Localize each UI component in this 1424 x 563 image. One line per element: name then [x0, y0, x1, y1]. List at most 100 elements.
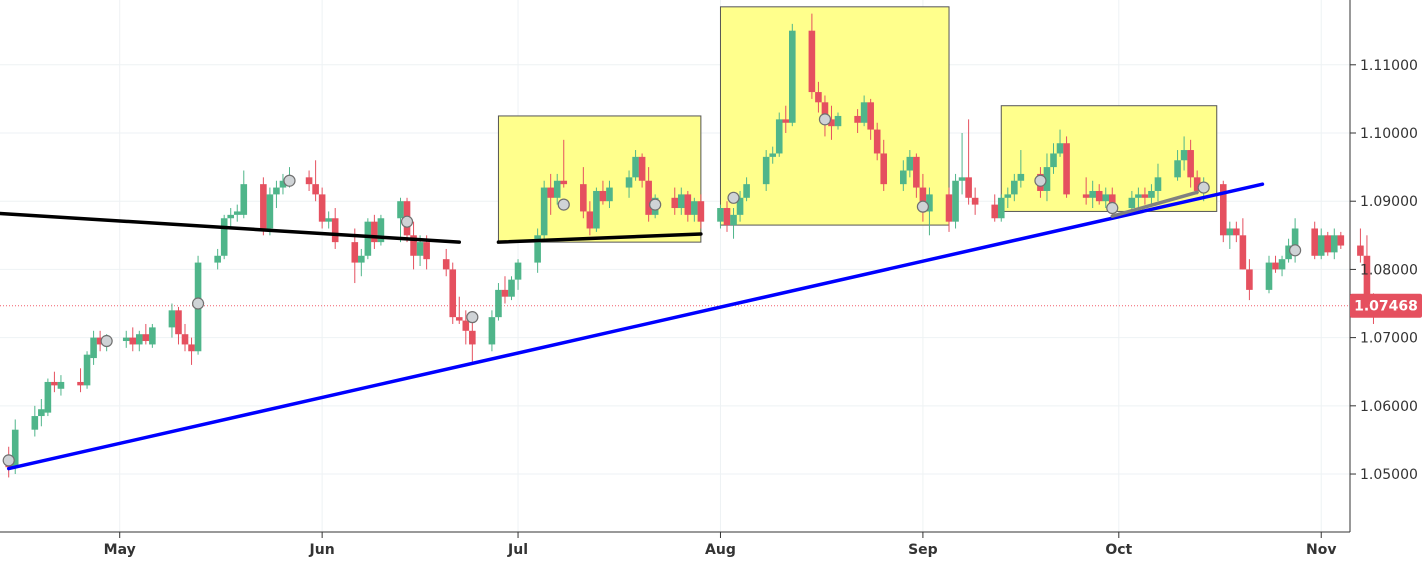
candle-body-14 — [136, 334, 143, 345]
candle-body-91 — [834, 115, 842, 127]
candle-body-68 — [632, 156, 639, 178]
candle-body-93 — [860, 102, 868, 123]
candle-body-143 — [1317, 235, 1325, 256]
x-tick-label-2: Jul — [507, 542, 528, 558]
candle-body-115 — [1056, 143, 1064, 154]
x-tick-label-4: Sep — [908, 542, 938, 558]
candle-body-106 — [971, 197, 979, 205]
candle-body-61 — [560, 180, 568, 185]
candle-body-82 — [762, 156, 770, 185]
y-tick-label-1: 1.06000 — [1360, 399, 1418, 415]
candle-body-124 — [1141, 194, 1149, 198]
y-tick-label-2: 1.07000 — [1360, 331, 1418, 347]
trend-lines — [0, 182, 1265, 471]
candle-body-103 — [952, 180, 959, 222]
candle-body-13 — [129, 337, 137, 345]
candle-body-139 — [1278, 259, 1286, 270]
candle-body-47 — [442, 259, 450, 270]
candle-body-9 — [90, 337, 97, 359]
event-marker-6 — [557, 198, 570, 211]
candle-body-50 — [462, 320, 470, 331]
candle-body-98 — [906, 156, 914, 171]
candle-body-22 — [214, 255, 221, 263]
event-marker-7 — [649, 198, 662, 211]
candle-body-89 — [821, 102, 829, 120]
candle-body-46 — [423, 242, 430, 260]
candle-body-52 — [488, 317, 496, 345]
candle-body-147 — [1357, 245, 1364, 256]
candle-body-74 — [684, 194, 692, 215]
candle-body-42 — [397, 201, 404, 219]
candle-body-141 — [1291, 228, 1299, 246]
candle-body-132 — [1219, 184, 1227, 236]
x-axis-ticks: May Jun Jul Aug Sep Oct Nov — [104, 532, 1336, 558]
y-axis-ticks: 1.05000 1.06000 1.07000 1.08000 1.09000 1.100… — [1350, 58, 1418, 483]
candle-body-75 — [691, 201, 698, 215]
candle-body-130 — [1193, 177, 1201, 191]
candle-body-104 — [958, 177, 966, 181]
candle-body-48 — [449, 269, 457, 318]
event-marker-2 — [191, 297, 205, 310]
candle-body-1 — [11, 429, 19, 468]
candle-body-110 — [1011, 180, 1018, 195]
event-marker-12 — [1106, 201, 1119, 215]
candle-body-148 — [1363, 255, 1371, 304]
candle-body-7 — [77, 381, 84, 386]
candle-body-36 — [331, 218, 339, 243]
candle-body-53 — [495, 289, 502, 318]
candle-body-102 — [945, 194, 953, 222]
candle-body-45 — [416, 242, 424, 256]
candle-body-58 — [540, 187, 548, 236]
candle-body-76 — [697, 201, 705, 222]
candle-body-125 — [1148, 190, 1155, 198]
candle-body-20 — [188, 344, 195, 352]
candle-body-97 — [900, 170, 907, 185]
candle-body-25 — [233, 211, 241, 215]
candle-body-121 — [1108, 194, 1116, 209]
y-tick-label-3: 1.08000 — [1360, 262, 1418, 278]
candle-body-24 — [227, 214, 235, 219]
candle-body-123 — [1135, 194, 1142, 198]
candle-body-135 — [1239, 235, 1247, 270]
x-tick-label-6: Nov — [1306, 542, 1336, 558]
candle-body-134 — [1233, 228, 1240, 236]
candle-body-18 — [175, 310, 182, 335]
candle-body-116 — [1063, 143, 1070, 195]
event-markers — [2, 113, 1302, 467]
candle-body-59 — [547, 187, 554, 198]
candle-body-51 — [469, 330, 476, 345]
candle-body-114 — [1050, 153, 1057, 168]
candle-body-33 — [312, 184, 319, 195]
candle-body-94 — [867, 102, 874, 130]
candle-body-70 — [645, 180, 652, 215]
y-tick-label-5: 1.10000 — [1360, 126, 1418, 142]
event-marker-3 — [283, 174, 296, 187]
candle-body-96 — [880, 153, 888, 185]
event-marker-13 — [1197, 181, 1210, 194]
x-tick-label-5: Oct — [1105, 542, 1132, 558]
candle-body-113 — [1043, 167, 1051, 191]
candle-body-87 — [808, 30, 816, 93]
candle-body-23 — [220, 218, 228, 256]
candle-body-65 — [599, 190, 607, 202]
candle-body-37 — [351, 242, 359, 263]
candle-body-54 — [501, 289, 509, 297]
event-marker-1 — [100, 334, 113, 348]
candle-body-44 — [410, 235, 417, 256]
candle-body-12 — [122, 337, 130, 342]
candle-body-120 — [1102, 194, 1110, 202]
candle-body-64 — [593, 190, 600, 229]
candle-body-85 — [782, 119, 790, 123]
candle-body-77 — [717, 208, 724, 222]
candle-body-73 — [677, 194, 685, 209]
candle-body-105 — [965, 177, 972, 198]
candle-body-142 — [1311, 228, 1318, 256]
event-marker-9 — [818, 113, 832, 126]
candle-body-126 — [1154, 177, 1162, 191]
candle-body-95 — [873, 129, 881, 154]
event-marker-11 — [1034, 174, 1047, 187]
candle-body-119 — [1095, 190, 1103, 202]
last-price-text: 1.07468 — [1354, 299, 1418, 315]
candle-body-122 — [1128, 197, 1136, 209]
